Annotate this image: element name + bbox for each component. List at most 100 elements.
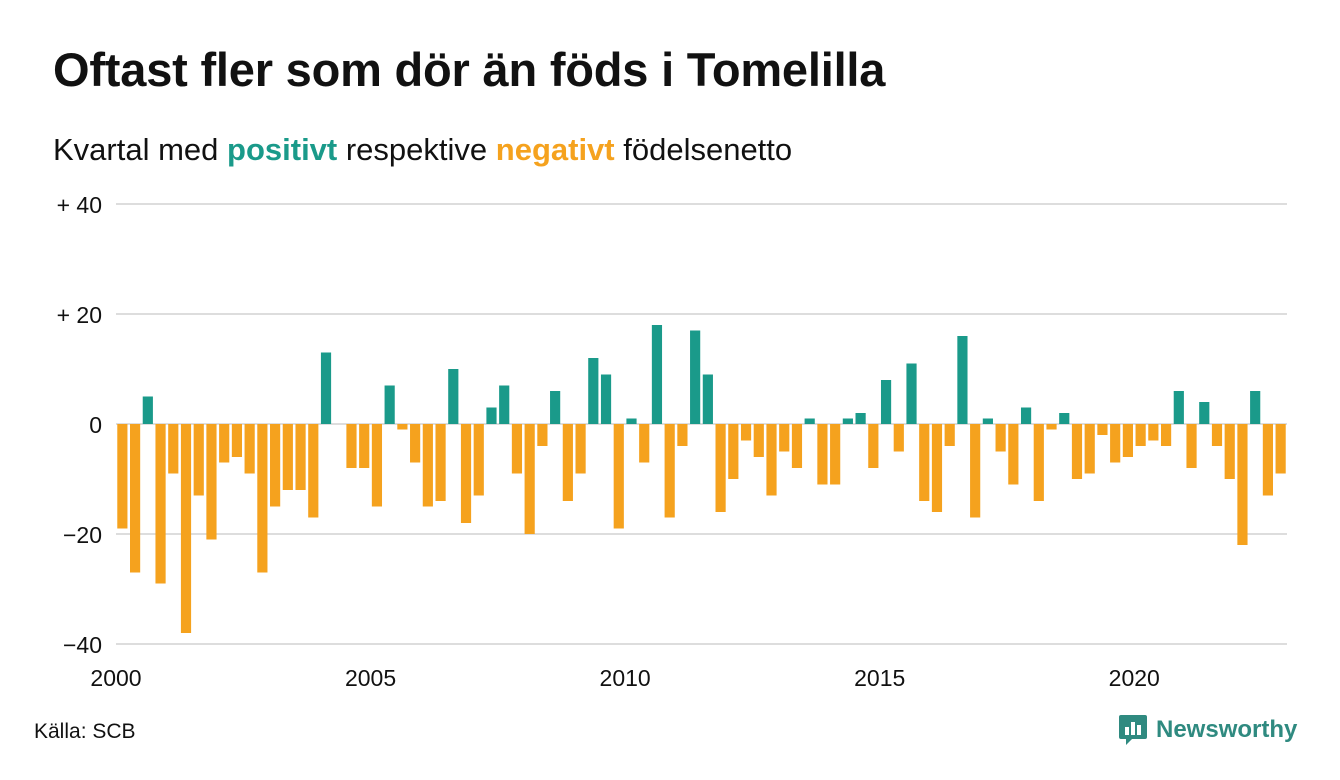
- bar: [308, 424, 319, 518]
- bar: [1020, 407, 1032, 424]
- bar: [1135, 424, 1146, 446]
- bar: [422, 424, 433, 507]
- bar: [448, 369, 459, 424]
- bar-chart-logo-icon: [1119, 715, 1147, 745]
- bar: [1148, 424, 1159, 441]
- bar: [715, 424, 726, 512]
- bar: [257, 424, 268, 573]
- bar: [1033, 424, 1044, 501]
- bar: [931, 424, 943, 512]
- subtitle-text-start: Kvartal med: [53, 132, 228, 167]
- bar: [180, 424, 192, 633]
- bar: [270, 424, 281, 507]
- bar: [970, 424, 981, 518]
- bar: [588, 358, 599, 424]
- bar: [830, 424, 841, 485]
- subtitle-text-end: födelsenetto: [614, 132, 793, 167]
- bar: [295, 424, 306, 490]
- bar: [397, 424, 408, 430]
- bar: [639, 424, 650, 463]
- bar: [244, 424, 255, 474]
- bar: [1008, 424, 1019, 485]
- bar: [371, 424, 383, 507]
- subtitle-text-middle: respektive: [337, 132, 496, 167]
- bar: [1122, 424, 1133, 457]
- bar: [995, 424, 1006, 452]
- brand-name: Newsworthy: [1156, 716, 1298, 743]
- bar: [944, 424, 955, 446]
- bar: [117, 424, 128, 529]
- bar: [855, 413, 866, 424]
- bar: [384, 385, 395, 424]
- bar: [1097, 424, 1108, 435]
- source-label: Källa: SCB: [34, 720, 136, 743]
- chart-title: Oftast fler som dör än föds i Tomelilla: [53, 43, 886, 96]
- bar: [1262, 424, 1273, 496]
- bar: [702, 374, 713, 424]
- bar: [524, 424, 535, 534]
- bar: [626, 418, 637, 424]
- bar: [193, 424, 204, 496]
- bar: [804, 418, 815, 424]
- bar: [868, 424, 879, 468]
- bar: [486, 407, 497, 424]
- bar: [1160, 424, 1172, 446]
- brand-logo: Newsworthy: [1118, 713, 1297, 747]
- bar: [893, 424, 904, 452]
- bar: [320, 352, 332, 424]
- bar: [1186, 424, 1197, 468]
- bar: [575, 424, 586, 474]
- bar: [651, 325, 663, 424]
- bar: [664, 424, 675, 518]
- bar: [1059, 413, 1070, 424]
- bar: [613, 424, 624, 529]
- chart-subtitle: Kvartal med positivt respektive negativt…: [53, 132, 792, 168]
- bar: [550, 391, 561, 424]
- bar: [168, 424, 179, 474]
- bar: [677, 424, 688, 446]
- bar: [982, 418, 993, 424]
- bar: [359, 424, 370, 468]
- bar: [460, 424, 472, 523]
- bar: [1199, 402, 1210, 424]
- bars: [117, 325, 1286, 633]
- bar: [282, 424, 293, 490]
- bar: [219, 424, 230, 463]
- bar: [499, 385, 510, 424]
- bar: [919, 424, 930, 501]
- bar: [435, 424, 446, 501]
- bar: [473, 424, 484, 496]
- y-tick-label: −40: [63, 632, 102, 658]
- bar: [537, 424, 548, 446]
- subtitle-negative-label: negativt: [495, 132, 615, 167]
- bar: [1046, 424, 1057, 430]
- subtitle-positive-label: positivt: [227, 132, 338, 167]
- bar: [231, 424, 243, 457]
- bar: [142, 396, 153, 424]
- x-tick-label: 2010: [600, 665, 651, 691]
- bar: [1250, 391, 1261, 424]
- y-tick-label: −20: [63, 522, 102, 548]
- bar: [906, 363, 917, 424]
- bar: [880, 380, 892, 424]
- bar: [957, 336, 968, 424]
- bar: [1110, 424, 1121, 463]
- bar: [1224, 424, 1235, 479]
- bar: [791, 424, 803, 468]
- y-axis-tick-labels: + 40 + 20 0 −20 −40: [57, 192, 102, 658]
- x-tick-label: 2020: [1109, 665, 1160, 691]
- bar: [766, 424, 777, 496]
- bar: [1084, 424, 1095, 474]
- bar: [817, 424, 828, 485]
- bar: [690, 330, 701, 424]
- bar: [155, 424, 166, 584]
- bar: [206, 424, 217, 540]
- x-tick-label: 2015: [854, 665, 905, 691]
- y-tick-label: + 20: [57, 302, 102, 328]
- bar: [511, 424, 523, 474]
- bar: [753, 424, 764, 457]
- bar: [740, 424, 752, 441]
- bar: [1237, 424, 1248, 545]
- bar: [130, 424, 141, 573]
- bar: [1275, 424, 1286, 474]
